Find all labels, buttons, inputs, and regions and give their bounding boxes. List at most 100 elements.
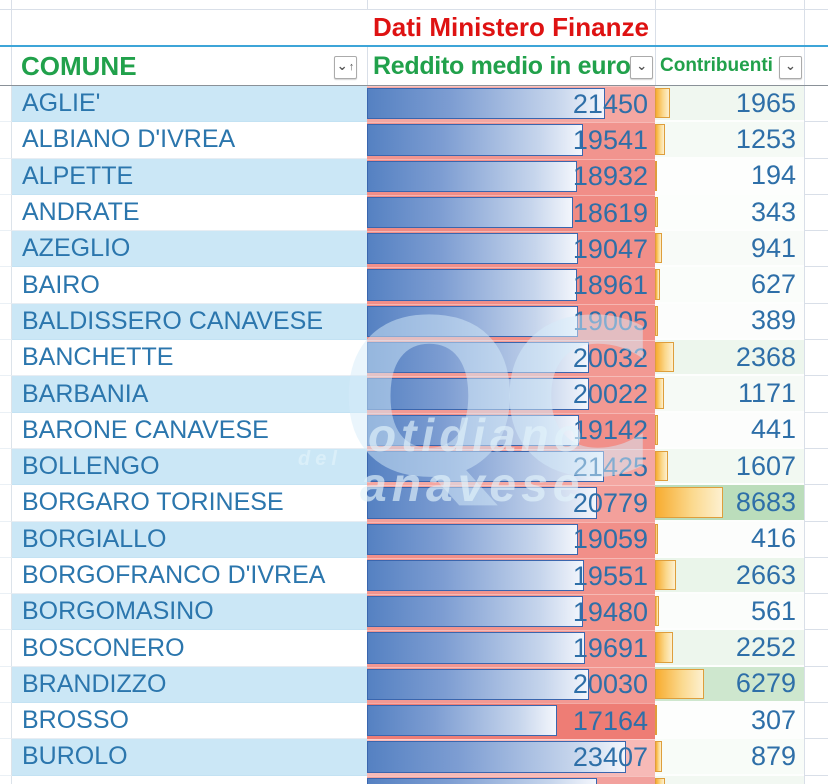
comune-cell[interactable]: BANCHETTE <box>12 340 367 377</box>
comune-cell[interactable]: AGLIE' <box>12 86 367 123</box>
header-reddito-cell[interactable]: Reddito medio in euro ⌄ <box>368 47 656 85</box>
table-row: BORGIALLO 19059 416 <box>0 521 828 558</box>
reddito-cell[interactable]: 19142 <box>367 412 655 449</box>
comune-cell[interactable]: BORGOMASINO <box>12 594 367 631</box>
comune-cell[interactable]: BORGIALLO <box>12 521 367 558</box>
row-right-gutter <box>804 194 828 232</box>
contribuenti-cell[interactable]: 307 <box>655 703 804 740</box>
comune-cell[interactable]: BALDISSERO CANAVESE <box>12 303 367 341</box>
cell <box>805 0 828 9</box>
reddito-cell[interactable]: 20022 <box>367 376 655 413</box>
comune-cell[interactable]: BOSCONERO <box>12 630 367 667</box>
table-row: BOSCONERO 19691 2252 <box>0 630 828 667</box>
contribuenti-cell[interactable]: 441 <box>655 412 804 449</box>
reddito-cell[interactable]: 17164 <box>367 703 655 740</box>
contribuenti-cell[interactable]: 2663 <box>655 557 804 595</box>
contribuenti-bar <box>655 632 673 663</box>
row-left-gutter <box>0 267 12 304</box>
contribuenti-cell[interactable]: 8683 <box>655 485 804 522</box>
reddito-value: 21425 <box>572 451 648 482</box>
comune-label: ALPETTE <box>22 161 134 190</box>
top-partial-row <box>0 0 828 10</box>
cell[interactable] <box>12 10 368 45</box>
table-row: BARBANIA 20022 1171 <box>0 376 828 413</box>
contribuenti-bar <box>655 342 674 373</box>
reddito-value: 19142 <box>572 415 648 446</box>
reddito-cell[interactable]: 23407 <box>367 739 655 776</box>
reddito-cell[interactable]: 19059 <box>367 521 655 558</box>
comune-cell[interactable] <box>12 775 367 784</box>
reddito-cell[interactable] <box>367 775 655 784</box>
comune-cell[interactable]: BRANDIZZO <box>12 666 367 704</box>
contribuenti-cell[interactable]: 194 <box>655 158 804 195</box>
reddito-cell[interactable]: 18961 <box>367 267 655 304</box>
reddito-cell[interactable]: 19541 <box>367 122 655 159</box>
header-comune-cell[interactable]: COMUNE ⌄ ↑ <box>12 47 368 85</box>
row-left-gutter <box>0 666 12 704</box>
reddito-bar <box>367 196 574 229</box>
comune-cell[interactable]: BARONE CANAVESE <box>12 412 367 449</box>
contribuenti-cell[interactable]: 416 <box>655 521 804 558</box>
contribuenti-cell[interactable]: 6279 <box>655 666 804 704</box>
reddito-bar <box>367 705 558 737</box>
comune-cell[interactable]: ANDRATE <box>12 194 367 232</box>
comune-label: BORGOMASINO <box>22 597 214 626</box>
reddito-cell[interactable]: 19551 <box>367 557 655 595</box>
reddito-bar <box>367 559 584 592</box>
contribuenti-cell[interactable]: 389 <box>655 303 804 341</box>
reddito-cell[interactable]: 19480 <box>367 594 655 631</box>
comune-cell[interactable]: BARBANIA <box>12 376 367 413</box>
contribuenti-cell[interactable]: 1607 <box>655 448 804 486</box>
reddito-cell[interactable]: 20030 <box>367 666 655 704</box>
banner-cell[interactable]: Dati Ministero Finanze <box>368 10 656 45</box>
reddito-filter-button[interactable]: ⌄ <box>630 56 653 79</box>
header-contribuenti-cell[interactable]: Contribuenti ⌄ <box>656 47 805 85</box>
contribuenti-cell[interactable] <box>655 775 804 784</box>
comune-cell[interactable]: BORGARO TORINESE <box>12 485 367 522</box>
contribuenti-cell[interactable]: 1171 <box>655 376 804 413</box>
contribuenti-cell[interactable]: 1965 <box>655 86 804 123</box>
contribuenti-bar <box>655 124 665 155</box>
contribuenti-value: 1607 <box>735 450 796 481</box>
reddito-cell[interactable]: 20032 <box>367 340 655 377</box>
comune-cell[interactable]: BOLLENGO <box>12 448 367 486</box>
row-right-gutter <box>804 158 828 195</box>
row-left-gutter <box>0 630 12 667</box>
reddito-bar <box>367 233 578 265</box>
contribuenti-filter-button[interactable]: ⌄ <box>779 56 802 79</box>
reddito-cell[interactable]: 20779 <box>367 485 655 522</box>
contribuenti-cell[interactable]: 1253 <box>655 122 804 159</box>
reddito-cell[interactable]: 18619 <box>367 194 655 232</box>
contribuenti-cell[interactable]: 941 <box>655 231 804 268</box>
comune-cell[interactable]: BAIRO <box>12 267 367 304</box>
contribuenti-value: 1253 <box>735 123 796 154</box>
reddito-cell[interactable]: 18932 <box>367 158 655 195</box>
comune-cell[interactable]: BROSSO <box>12 703 367 740</box>
reddito-cell[interactable]: 19005 <box>367 303 655 341</box>
contribuenti-cell[interactable]: 343 <box>655 194 804 232</box>
row-right-gutter <box>804 703 828 740</box>
contribuenti-cell[interactable]: 627 <box>655 267 804 304</box>
row-right-gutter <box>804 448 828 486</box>
reddito-cell[interactable]: 21450 <box>367 86 655 123</box>
contribuenti-cell[interactable]: 2368 <box>655 340 804 377</box>
cell <box>0 0 12 9</box>
reddito-value: 19059 <box>572 524 648 555</box>
cell[interactable] <box>656 10 805 45</box>
contribuenti-cell[interactable]: 879 <box>655 739 804 776</box>
contribuenti-cell[interactable]: 2252 <box>655 630 804 667</box>
contribuenti-cell[interactable]: 561 <box>655 594 804 631</box>
comune-cell[interactable]: ALPETTE <box>12 158 367 195</box>
comune-cell[interactable]: ALBIANO D'IVREA <box>12 122 367 159</box>
reddito-cell[interactable]: 19691 <box>367 630 655 667</box>
comune-cell[interactable]: BORGOFRANCO D'IVREA <box>12 557 367 595</box>
comune-filter-button[interactable]: ⌄ ↑ <box>334 56 357 79</box>
comune-cell[interactable]: AZEGLIO <box>12 231 367 268</box>
reddito-value: 19691 <box>572 633 648 664</box>
comune-cell[interactable]: BUROLO <box>12 739 367 776</box>
row-right-gutter <box>804 86 828 123</box>
cell <box>0 10 12 45</box>
reddito-value: 20032 <box>572 342 648 373</box>
reddito-cell[interactable]: 19047 <box>367 231 655 268</box>
reddito-cell[interactable]: 21425 <box>367 448 655 486</box>
